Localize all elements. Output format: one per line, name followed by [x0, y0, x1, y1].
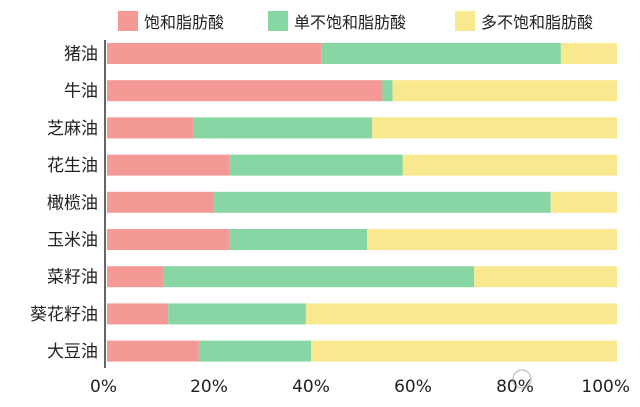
bar-segment: [402, 154, 617, 176]
bar-segment: [372, 117, 617, 139]
legend: 饱和脂肪酸 单不饱和脂肪酸 多不饱和脂肪酸: [118, 11, 593, 32]
category-label: 葵花籽油: [30, 305, 98, 325]
plot-area: [107, 43, 617, 362]
bar-segment: [382, 80, 393, 102]
category-label: 芝麻油: [47, 119, 98, 139]
category-label: 玉米油: [47, 231, 98, 251]
category-label: 橄榄油: [47, 193, 98, 213]
bar-segment: [107, 303, 169, 325]
legend-label: 多不饱和脂肪酸: [481, 13, 593, 32]
bar-segment: [474, 266, 617, 288]
watermark: [512, 369, 532, 389]
bar-segment: [107, 80, 383, 102]
legend-label: 单不饱和脂肪酸: [294, 13, 406, 32]
category-label: 牛油: [64, 82, 98, 102]
category-label: 菜籽油: [47, 268, 98, 288]
category-label: 大豆油: [47, 342, 98, 362]
bar-segment: [193, 117, 373, 139]
bar-segment: [107, 43, 322, 64]
x-axis-ticks: 0% 20% 40% 60% 80% 100%: [90, 377, 630, 397]
bar-segment: [107, 117, 194, 139]
bar-segment: [321, 43, 561, 64]
bar-segment: [107, 266, 164, 288]
bar-segment: [229, 229, 368, 250]
bar-segment: [107, 340, 199, 362]
bar-segment: [214, 191, 551, 213]
bar-segment: [560, 43, 617, 64]
bar-segment: [311, 340, 617, 362]
legend-swatch: [268, 11, 288, 31]
legend-swatch: [118, 11, 138, 31]
bar-segment: [163, 266, 475, 288]
x-tick-label: 0%: [90, 377, 117, 397]
legend-swatch: [455, 11, 475, 31]
category-label: 花生油: [47, 156, 98, 176]
bar-segment: [107, 154, 230, 176]
bar-segment: [305, 303, 617, 325]
x-tick-label: 40%: [292, 377, 330, 397]
bar-segment: [392, 80, 617, 102]
bar-segment: [168, 303, 306, 325]
x-tick-label: 100%: [581, 377, 630, 397]
x-tick-label: 20%: [190, 377, 228, 397]
x-tick-label: 60%: [394, 377, 432, 397]
bar-segment: [367, 229, 617, 250]
bar-segment: [107, 229, 230, 250]
bar-segment: [229, 154, 403, 176]
category-label: 猪油: [64, 45, 98, 65]
bar-segment: [550, 191, 617, 213]
bar-segment: [107, 191, 215, 213]
x-tick-label: 80%: [496, 377, 534, 397]
bar-segment: [198, 340, 311, 362]
legend-label: 饱和脂肪酸: [144, 13, 224, 32]
